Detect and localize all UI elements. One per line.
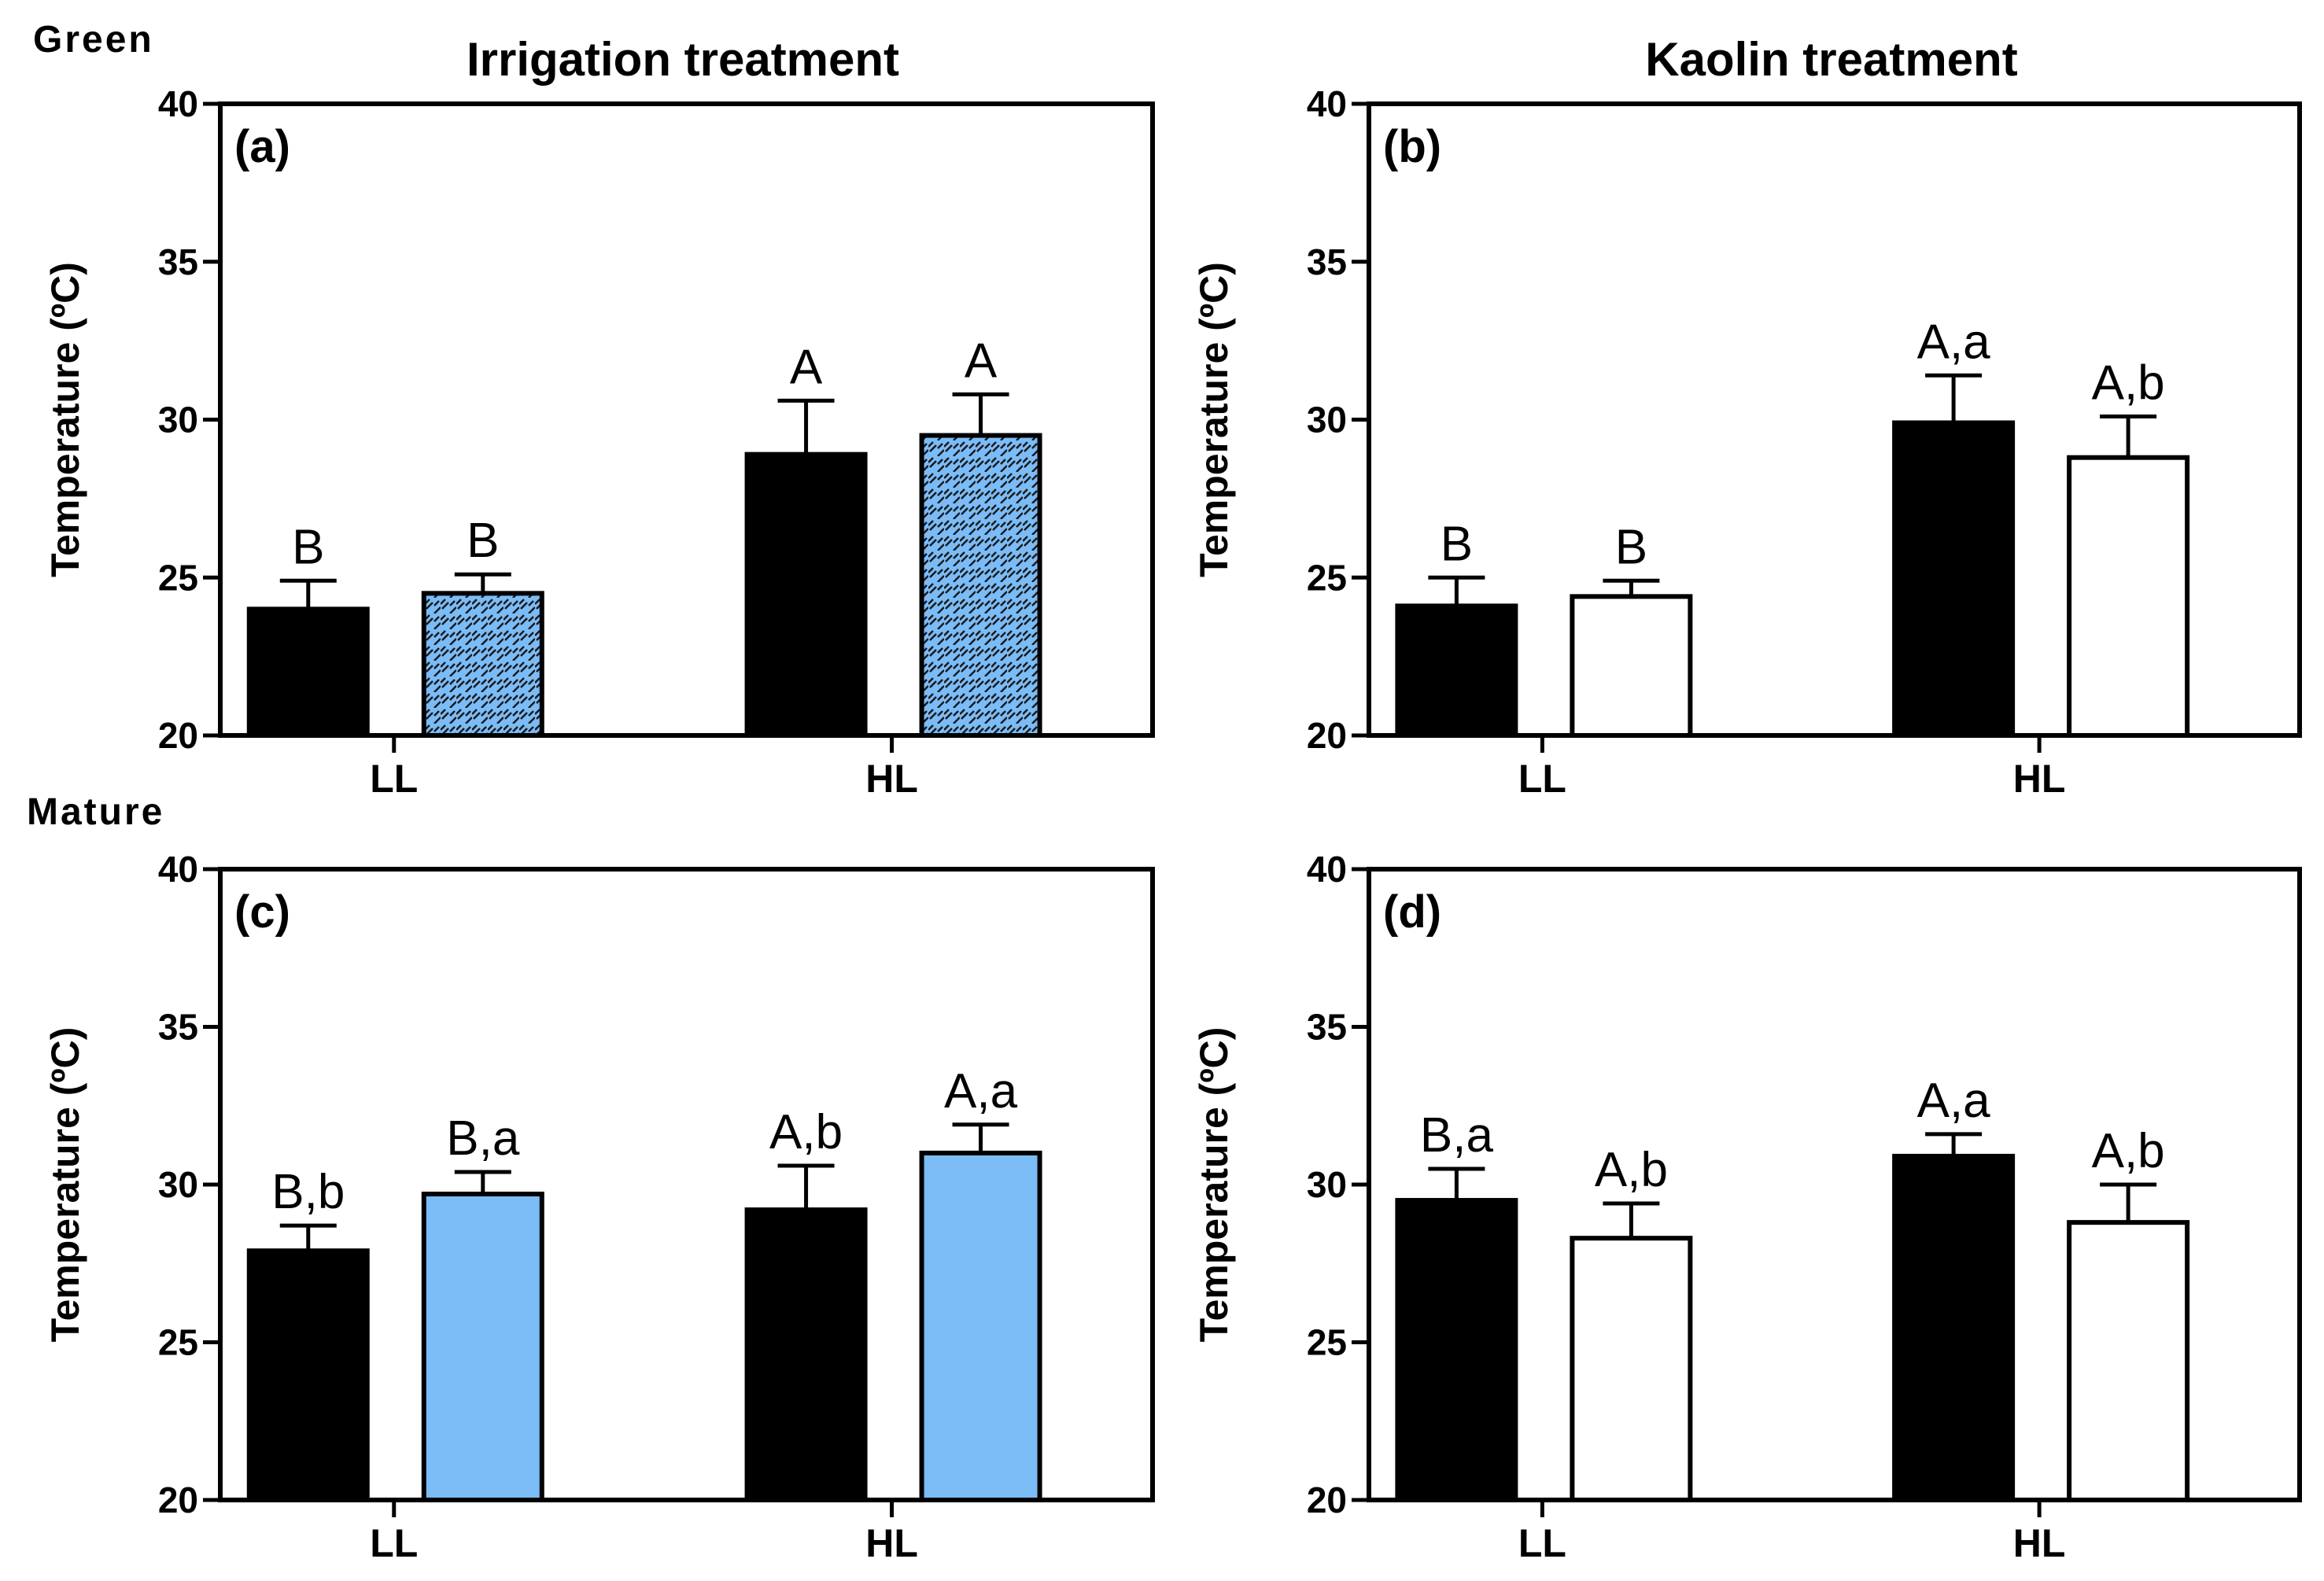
- y-tick-label: 35: [158, 241, 198, 282]
- y-tick-label: 40: [1307, 849, 1347, 890]
- x-tick-label-ll: LL: [370, 757, 418, 801]
- bar-control-hl: [744, 1207, 868, 1502]
- y-tick-label: 35: [1307, 241, 1347, 282]
- plot-frame: [218, 867, 1155, 1502]
- x-tick-label-ll: LL: [370, 1521, 418, 1565]
- y-tick-label: 25: [1307, 1322, 1347, 1363]
- significance-label: A,b: [2092, 356, 2165, 410]
- significance-label: A,a: [944, 1064, 1018, 1118]
- y-tick-label: 20: [1307, 715, 1347, 756]
- x-tick-label-ll: LL: [1518, 757, 1566, 801]
- significance-label: A,b: [769, 1105, 843, 1159]
- chart-panel-d: 20 25 30 35 40 Temperature (ºC) LL B,a A,b HL A,a A…: [1192, 849, 2302, 1565]
- panel-label: (c): [234, 886, 290, 938]
- x-tick-label-hl: HL: [865, 757, 918, 801]
- bar-control-hl: [744, 451, 868, 738]
- bar-control-ll: [246, 606, 370, 739]
- panel-label: (d): [1383, 886, 1441, 938]
- y-tick-label: 40: [158, 849, 198, 890]
- significance-label: B: [1615, 520, 1647, 574]
- x-tick-label-hl: HL: [2013, 757, 2066, 801]
- significance-label: B,a: [446, 1111, 520, 1166]
- bar-control-ll: [1395, 603, 1518, 739]
- x-tick-label-hl: HL: [2013, 1521, 2066, 1565]
- y-tick-label: 20: [1307, 1480, 1347, 1520]
- row-label-mature: Mature: [27, 791, 164, 833]
- y-tick-label: 30: [1307, 1164, 1347, 1205]
- bar-control-ll: [1395, 1198, 1518, 1503]
- significance-label: B: [292, 520, 324, 574]
- bar-control-ll: [246, 1248, 370, 1502]
- y-axis-label: Temperature (ºC): [1192, 1027, 1236, 1343]
- significance-label: B,b: [271, 1165, 345, 1219]
- significance-label: A: [790, 340, 823, 394]
- plot-frame: [218, 101, 1155, 738]
- significance-label: A,a: [1917, 315, 1991, 369]
- significance-label: B: [467, 514, 499, 568]
- y-tick-label: 35: [1307, 1007, 1347, 1048]
- y-tick-label: 25: [158, 1322, 198, 1363]
- y-tick-label: 40: [1307, 83, 1347, 124]
- row-label-green: Green: [33, 19, 154, 61]
- significance-label: B: [1441, 517, 1473, 571]
- x-tick-label-hl: HL: [865, 1521, 918, 1565]
- y-axis-label: Temperature (ºC): [1192, 262, 1236, 577]
- y-tick-label: 35: [158, 1007, 198, 1048]
- y-tick-label: 30: [158, 1164, 198, 1205]
- y-tick-label: 25: [1307, 557, 1347, 598]
- plot-frame: [1367, 101, 2302, 738]
- bar-treatment-ll: [421, 591, 544, 739]
- significance-label: A,b: [1595, 1143, 1668, 1197]
- column-title-irrigation: Irrigation treatment: [467, 33, 899, 86]
- bar-control-hl: [1892, 1153, 2016, 1503]
- y-tick-label: 30: [158, 400, 198, 440]
- chart-panel-a: 20 25 30 35 40 Temperature (ºC) LL B B HL A A (a): [43, 83, 1155, 801]
- y-tick-label: 20: [158, 715, 198, 756]
- column-title-kaolin: Kaolin treatment: [1645, 33, 2017, 86]
- bar-treatment-ll: [1570, 1236, 1693, 1503]
- significance-label: A,b: [2092, 1124, 2165, 1178]
- chart-panel-c: 20 25 30 35 40 Temperature (ºC) LL B,b B,a HL A,b A…: [43, 849, 1155, 1565]
- significance-label: B,a: [1420, 1108, 1494, 1163]
- bar-treatment-hl: [2067, 455, 2190, 738]
- panel-label: (a): [234, 121, 290, 172]
- y-axis-label: Temperature (ºC): [43, 1027, 87, 1343]
- bar-control-hl: [1892, 420, 2016, 738]
- y-tick-label: 40: [158, 83, 198, 124]
- chart-panel-b: 20 25 30 35 40 Temperature (ºC) LL B B HL A,a A,b (b…: [1192, 83, 2302, 801]
- panel-label: (b): [1383, 121, 1441, 172]
- bar-treatment-hl: [2067, 1220, 2190, 1502]
- y-tick-label: 25: [158, 557, 198, 598]
- y-tick-label: 20: [158, 1480, 198, 1520]
- significance-label: A: [965, 334, 998, 388]
- y-tick-label: 30: [1307, 400, 1347, 440]
- bar-treatment-ll: [421, 1192, 544, 1503]
- bar-treatment-ll: [1570, 594, 1693, 739]
- y-axis-label: Temperature (ºC): [43, 262, 87, 577]
- significance-label: A,a: [1917, 1074, 1991, 1128]
- bar-treatment-hl: [919, 433, 1042, 738]
- x-tick-label-ll: LL: [1518, 1521, 1566, 1565]
- plot-frame: [1367, 867, 2302, 1502]
- bar-treatment-hl: [919, 1150, 1042, 1503]
